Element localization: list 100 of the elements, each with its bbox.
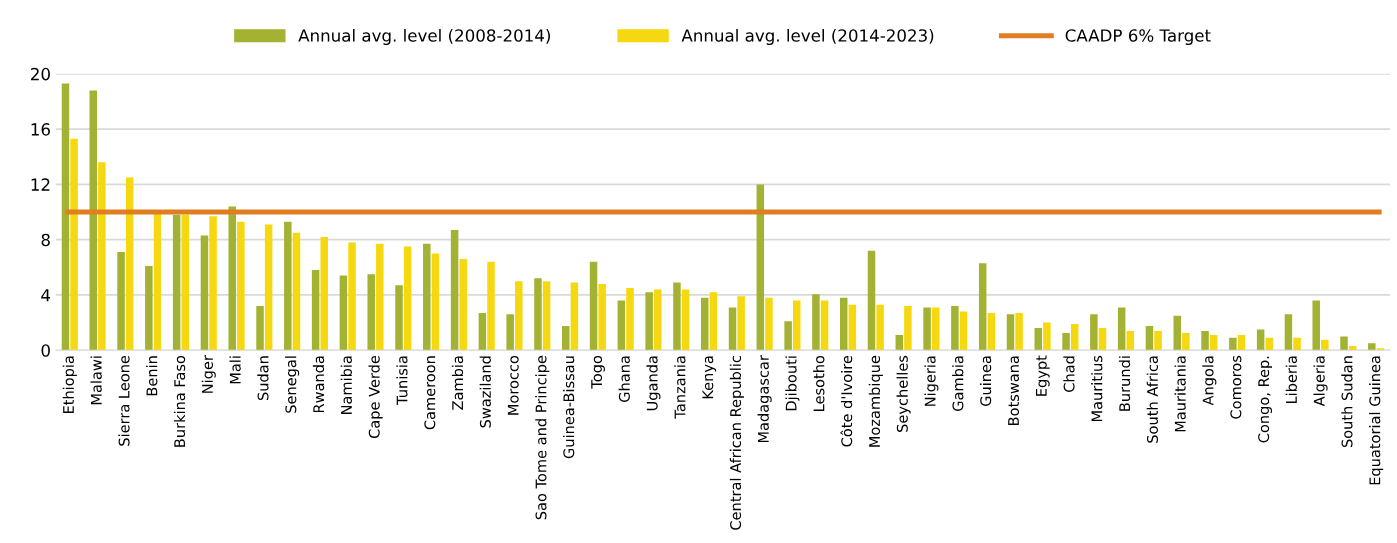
bar [1237,335,1246,351]
bar [264,224,273,351]
bar [1265,337,1273,351]
bar [1340,336,1348,351]
bar [728,307,737,351]
x-tick-label: Rwanda [312,356,325,413]
y-tick-label: 4 [41,289,51,302]
x-tick-label: Angola [1202,356,1217,406]
x-tick-label: Ethiopia [62,356,77,414]
x-tick-label: Madagascar [757,355,772,443]
bar [1043,322,1051,351]
bar [645,292,653,351]
bar [931,307,940,351]
bar [117,252,125,351]
bar [450,230,459,351]
bar [839,297,848,351]
bar [848,304,857,351]
x-tick-label: Liberia [1285,356,1297,404]
x-tick-label: Côte d'Ivoire [840,355,853,447]
x-tick-label: Morocco [507,355,519,415]
bar [200,235,209,351]
x-tick-label: Swaziland [479,356,491,428]
bar [784,321,792,351]
bar [737,296,745,351]
x-tick-label: Congo, Rep. [1258,356,1272,443]
legend-label: CAADP 6% Target [1065,29,1211,46]
x-tick-label: Guinea [979,356,992,407]
x-tick-label: Mozambique [868,355,883,447]
bar [145,265,153,351]
legend-label: Annual avg. level (2014-2023) [681,28,934,46]
bar [673,282,681,351]
bar [562,326,570,351]
bar [478,312,487,351]
bar [681,289,690,351]
x-tick-label: Ghana [618,356,630,402]
bar [89,90,98,351]
x-tick-label: Botswana [1008,356,1020,425]
bar [459,259,467,351]
x-tick-label: Namibia [340,356,352,415]
bar [598,283,606,351]
bar [284,221,292,351]
x-tick-label: Lesotho [813,355,825,411]
x-tick-label: Niger [201,355,216,393]
bar [423,243,431,351]
bar [403,246,412,351]
bar [70,138,78,351]
x-tick-label: Comoros [1230,355,1242,419]
bar [181,214,190,351]
bar [765,297,773,351]
bar [589,261,598,351]
bar [1321,339,1329,351]
bar [376,243,384,351]
bar [1182,332,1190,351]
x-tick-label: Mauritania [1174,356,1186,432]
x-tick-label: Burundi [1118,356,1131,411]
bar [1348,346,1357,351]
bar [1284,314,1293,351]
bar [431,253,440,351]
bar [237,221,245,351]
bar [311,270,320,351]
x-tick-label: Gambia [952,356,964,411]
bar [98,162,106,351]
x-tick-label: Guinea-Bissau [563,356,575,459]
x-tick-label: Burkina Faso [173,355,186,447]
bar [1154,330,1162,351]
x-tick-label: Sao Tome and Principe [535,355,550,520]
bar [506,314,514,351]
bar [820,300,829,351]
legend-label: Annual avg. level (2008-2014) [298,28,550,46]
bar [570,282,579,351]
x-tick-label: Malawi [90,356,102,405]
x-tick-label: Cameroon [424,356,436,430]
bar [153,212,162,351]
bar [904,306,912,351]
bar [951,306,959,351]
bar [1256,329,1265,351]
x-tick-label: Mali [229,356,241,384]
bar [617,300,626,351]
bar [1201,330,1209,351]
x-tick-label: South Sudan [1341,356,1353,448]
bar [709,292,718,351]
x-tick-label: Sierra Leone [118,355,130,446]
y-tick-label: 0 [41,344,50,357]
bar [172,214,181,351]
bar [978,263,987,351]
y-tick-label: 12 [31,178,50,191]
x-tick-label: South Africa [1146,356,1158,443]
bar [959,311,968,351]
x-tick-label: Sudan [257,356,269,401]
bar [228,206,236,351]
bar [1006,314,1015,351]
bar [1368,343,1376,351]
bar [654,289,662,351]
x-tick-label: Benin [146,356,158,396]
x-tick-label: Djibouti [785,356,800,411]
bar [1098,328,1107,351]
x-tick-label: Kenya [702,356,717,399]
bar [895,335,904,351]
bar [1070,323,1079,351]
bar [395,285,403,351]
